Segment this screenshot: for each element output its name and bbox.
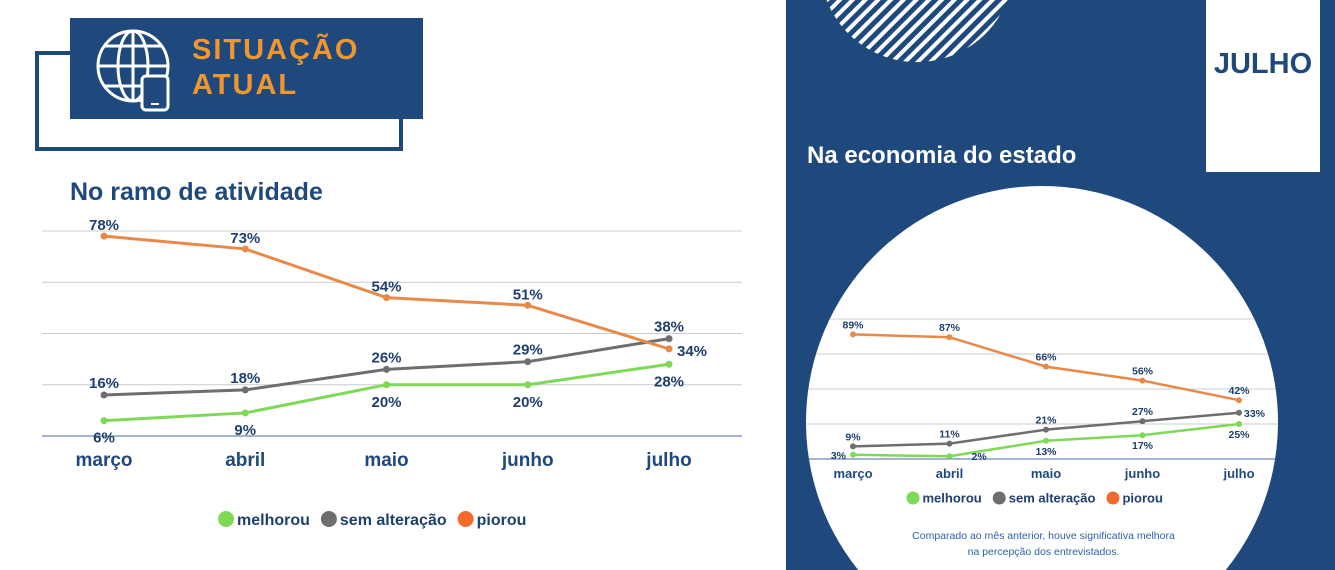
x-tick-label: junho	[501, 450, 554, 471]
data-point	[241, 245, 249, 253]
data-label: 51%	[513, 286, 543, 303]
data-label: 16%	[89, 375, 119, 392]
legend-marker-2	[457, 511, 474, 527]
chart-note: Comparado ao mês anterior, houve signifi…	[912, 530, 1175, 558]
left-line-chart: 6% 9% 20% 20% 28% 16% 18% 26% 29% 38% 78% 73% 54% 51%…	[42, 217, 742, 529]
data-label: 54%	[371, 279, 401, 296]
data-label: 78%	[89, 217, 119, 234]
data-label: 38%	[654, 319, 684, 336]
data-point	[1043, 426, 1049, 433]
data-label: 87%	[939, 322, 961, 334]
data-label: 9%	[234, 422, 256, 439]
data-label: 42%	[1228, 385, 1250, 397]
x-tick-label: abril	[225, 450, 265, 471]
data-label: 3%	[831, 450, 847, 462]
striped-decoration	[826, 0, 1008, 63]
data-label: 17%	[1132, 440, 1154, 452]
section-title-line2: ATUAL	[192, 69, 299, 101]
x-tick-label: junho	[1124, 466, 1160, 481]
month-badge-label: JULHO	[1213, 48, 1313, 80]
right-panel: 3% 2% 13% 17% 25% 9% 11% 21% 27% 33% 89% 87% 66% 56% 4…	[786, 0, 1335, 570]
data-point	[100, 391, 108, 399]
data-point	[100, 232, 108, 240]
data-point	[1043, 437, 1049, 444]
data-point	[383, 365, 390, 373]
data-point	[850, 451, 856, 458]
left-chart-title: No ramo de atividade	[70, 178, 323, 206]
data-label: 27%	[1132, 406, 1154, 418]
data-label: 25%	[1228, 429, 1250, 441]
legend-marker-1	[320, 511, 337, 527]
right-line-chart: 3% 2% 13% 17% 25% 9% 11% 21% 27% 33% 89% 87% 66% 56% 4…	[806, 0, 1279, 570]
legend-marker-2	[1106, 491, 1120, 505]
x-tick-label: maio	[364, 450, 408, 471]
data-point	[946, 334, 953, 341]
x-tick-label: abril	[936, 466, 963, 481]
data-point	[850, 331, 856, 338]
data-point	[665, 345, 673, 353]
data-point	[1236, 421, 1242, 427]
month-badge: JULHO	[1206, 0, 1320, 172]
legend-marker-0	[218, 511, 234, 527]
legend-label: melhorou	[923, 491, 982, 506]
data-label: 89%	[842, 319, 864, 331]
legend-marker-0	[906, 491, 920, 505]
section-title: SITUAÇÃO ATUAL	[192, 33, 359, 103]
data-label: 18%	[230, 370, 260, 387]
legend-label: melhorou	[237, 512, 310, 529]
data-point	[524, 358, 532, 366]
section-header: SITUAÇÃO ATUAL	[70, 18, 423, 119]
data-point	[524, 381, 532, 389]
data-label: 66%	[1035, 352, 1057, 364]
data-point	[100, 417, 108, 425]
data-point	[1236, 397, 1242, 404]
data-point	[850, 443, 856, 450]
data-label: 73%	[230, 230, 260, 247]
section-title-line1: SITUAÇÃO	[192, 34, 360, 66]
legend-label: sem alteração	[1009, 491, 1096, 506]
data-label: 21%	[1035, 415, 1057, 427]
globe-phone-icon	[96, 29, 170, 112]
legend-label: sem alteração	[340, 512, 447, 529]
data-label: 20%	[513, 394, 543, 411]
data-label: 34%	[677, 343, 707, 360]
data-label: 56%	[1132, 366, 1154, 378]
data-label: 20%	[371, 394, 401, 411]
x-tick-label: julho	[645, 450, 691, 471]
data-point	[946, 440, 953, 447]
data-point	[665, 335, 673, 343]
data-label: 28%	[654, 373, 684, 390]
x-tick-label: maio	[1031, 466, 1061, 481]
data-point	[1139, 418, 1146, 425]
data-label: 11%	[939, 429, 960, 441]
x-tick-label: julho	[1222, 466, 1254, 481]
data-label: 9%	[845, 431, 861, 443]
legend-label: piorou	[477, 512, 527, 529]
data-point	[1139, 377, 1146, 384]
data-point	[383, 294, 390, 302]
data-label: 29%	[513, 342, 543, 359]
data-point	[946, 453, 953, 460]
data-point	[1043, 363, 1049, 370]
data-point	[241, 409, 249, 417]
data-point	[665, 360, 673, 368]
data-label: 26%	[371, 349, 401, 366]
legend-label: piorou	[1122, 491, 1162, 506]
data-point	[1236, 409, 1242, 416]
data-point	[1139, 432, 1146, 439]
data-label: 33%	[1244, 408, 1266, 420]
legend-marker-1	[992, 491, 1006, 505]
data-point	[241, 386, 249, 394]
data-point	[524, 301, 532, 309]
data-label: 6%	[93, 430, 115, 447]
x-tick-label: março	[833, 466, 872, 481]
chart-circle-background	[806, 186, 1278, 570]
data-point	[383, 381, 390, 389]
data-label: 2%	[972, 451, 988, 463]
data-label: 13%	[1035, 446, 1057, 458]
x-tick-label: março	[75, 450, 132, 471]
right-chart-title: Na economia do estado	[807, 142, 1077, 169]
